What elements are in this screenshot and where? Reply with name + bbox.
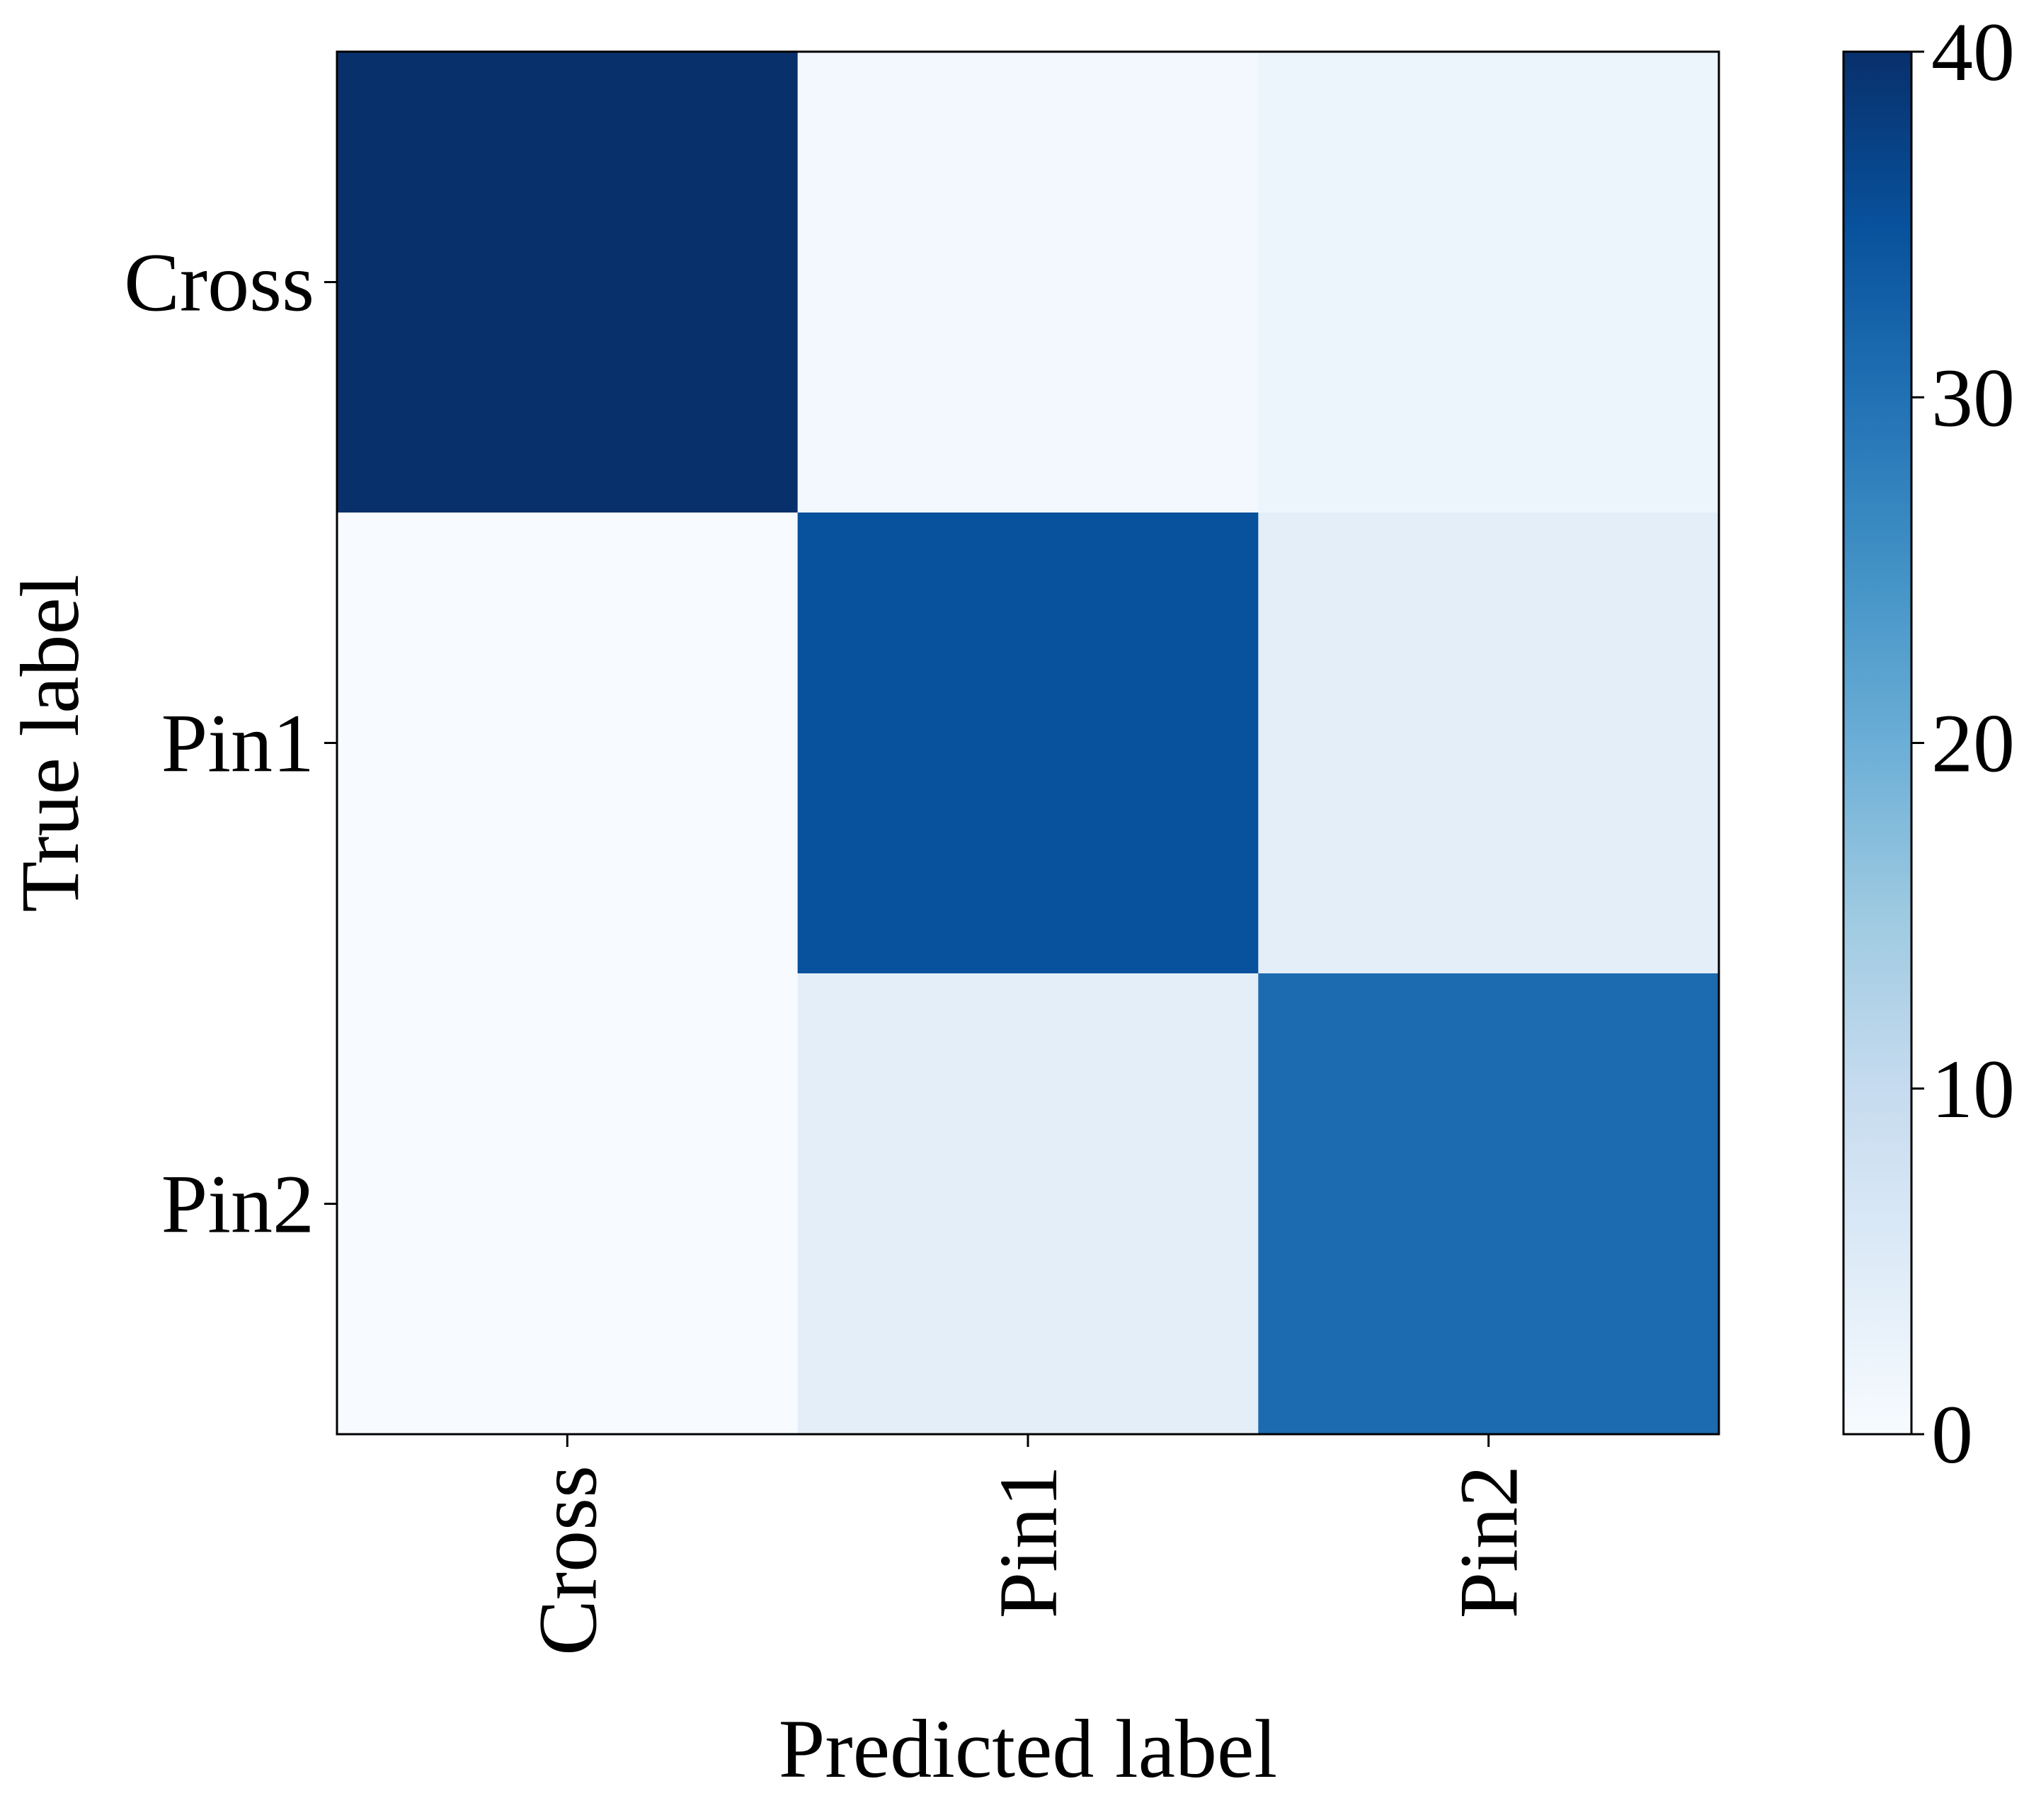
heatmap-cell-pin2-cross <box>337 973 799 1435</box>
y-tick-label: Pin2 <box>161 1158 314 1251</box>
heatmap-cell-pin1-pin1 <box>797 513 1259 974</box>
colorbar-tick-label: 40 <box>1931 6 2015 98</box>
heatmap-cell-cross-pin1 <box>797 52 1259 513</box>
heatmap-cell-cross-cross <box>337 52 799 513</box>
x-axis-label: Predicted label <box>779 1702 1277 1795</box>
y-tick-label: Pin1 <box>161 697 314 790</box>
colorbar-tick-label: 0 <box>1931 1388 1973 1481</box>
y-tick-label: Cross <box>124 236 314 329</box>
x-tick-label: Cross <box>521 1465 614 1656</box>
x-tick-label: Pin2 <box>1443 1465 1536 1618</box>
colorbar-tick-label: 10 <box>1931 1043 2015 1135</box>
colorbar-tick-label: 20 <box>1931 697 2015 790</box>
heatmap-cell-pin2-pin1 <box>797 973 1259 1435</box>
x-tick-label: Pin1 <box>982 1465 1075 1618</box>
heatmap-cells <box>337 52 1720 1435</box>
x-axis-ticks: Cross Pin1 Pin2 <box>521 1434 1536 1656</box>
y-axis-ticks: Cross Pin1 Pin2 <box>124 236 337 1251</box>
colorbar-ticks: 0 10 20 30 40 <box>1911 6 2015 1481</box>
heatmap-cell-pin1-pin2 <box>1258 513 1720 974</box>
heatmap-cell-cross-pin2 <box>1258 52 1720 513</box>
y-axis-label: True label <box>4 574 96 912</box>
colorbar <box>1842 50 1913 1436</box>
heatmap-cell-pin2-pin2 <box>1258 973 1720 1435</box>
heatmap-cell-pin1-cross <box>337 513 799 974</box>
colorbar-tick-label: 30 <box>1931 351 2015 444</box>
